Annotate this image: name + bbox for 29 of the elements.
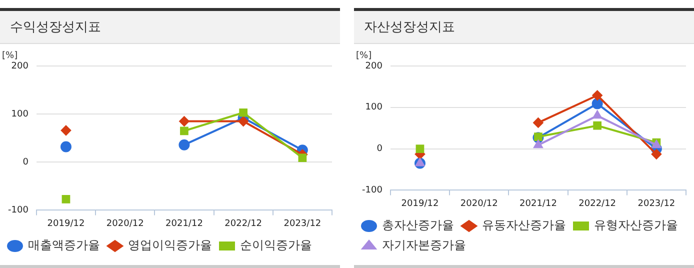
chart-title: 수익성장성지표	[0, 11, 340, 44]
x-tick-label: 2022/12	[224, 218, 262, 229]
x-tick-label: 2021/12	[520, 198, 557, 209]
x-tick-label: 2023/12	[638, 198, 676, 209]
y-tick-label: 200	[11, 61, 29, 72]
legend-label: 총자산증가율	[382, 218, 454, 232]
x-tick-label: 2022/12	[578, 198, 616, 209]
legend-label: 유형자산증가율	[594, 218, 678, 232]
y-tick-label: -100	[8, 206, 29, 216]
legend-label: 영업이익증가율	[128, 238, 212, 252]
legend-label: 순이익증가율	[240, 238, 312, 252]
x-tick-label: 2020/12	[460, 198, 498, 209]
y-axis-title: [%]	[356, 50, 372, 61]
x-tick-label: 2020/12	[106, 218, 144, 229]
y-tick-label: 0	[22, 157, 29, 168]
x-tick-label: 2019/12	[401, 198, 439, 209]
x-tick-label: 2023/12	[284, 218, 322, 229]
y-tick-label: 100	[365, 102, 383, 113]
y-tick-label: -100	[362, 186, 383, 196]
legend-label: 자기자본증가율	[382, 238, 466, 252]
y-axis-title: [%]	[2, 50, 18, 61]
y-tick-label: 0	[376, 144, 383, 154]
legend-label: 매출액증가율	[28, 238, 100, 252]
x-tick-label: 2021/12	[166, 218, 203, 229]
x-tick-label: 2019/12	[47, 218, 85, 229]
y-tick-label: 200	[365, 61, 383, 72]
legend-label: 유동자산증가율	[482, 218, 566, 232]
chart-title: 자산성장성지표	[354, 11, 694, 44]
y-tick-label: 100	[11, 109, 29, 120]
